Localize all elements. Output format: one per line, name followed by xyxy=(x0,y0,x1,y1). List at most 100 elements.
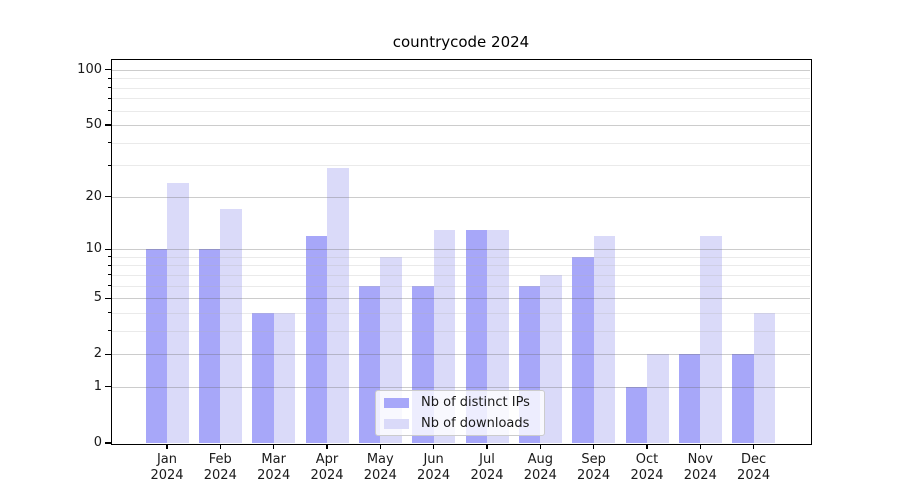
y-minor-tick-mark xyxy=(108,274,112,276)
gridline-minor xyxy=(112,98,810,100)
x-tick-month: Aug xyxy=(527,452,553,467)
legend-swatch-downloads xyxy=(384,418,409,429)
x-tick-label: Jun 2024 xyxy=(402,452,466,483)
bar-downloads-nov xyxy=(700,235,722,443)
x-tick-label: Aug 2024 xyxy=(508,452,572,483)
x-tick-mark xyxy=(699,444,701,449)
x-tick-label: Oct 2024 xyxy=(615,452,679,483)
x-tick-label: Dec 2024 xyxy=(722,452,786,483)
x-tick-year: 2024 xyxy=(150,467,184,483)
y-minor-tick-mark xyxy=(108,110,112,112)
legend-label-distinct-ips: Nb of distinct IPs xyxy=(421,395,530,410)
bar-ips-oct xyxy=(625,386,647,443)
y-tick-label: 10 xyxy=(85,241,102,257)
x-tick-month: Jun xyxy=(423,452,444,467)
x-tick-label: Feb 2024 xyxy=(188,452,252,483)
bar-downloads-oct xyxy=(647,354,669,443)
x-tick-month: Nov xyxy=(687,452,713,467)
x-tick-mark xyxy=(326,444,328,449)
y-tick-label: 5 xyxy=(93,290,102,306)
y-tick-label: 100 xyxy=(77,61,102,77)
y-tick-label: 20 xyxy=(85,188,102,204)
bar-ips-jan xyxy=(145,249,167,443)
x-tick-month: Jul xyxy=(479,452,495,467)
x-tick-mark xyxy=(433,444,435,449)
gridline-minor xyxy=(112,142,810,144)
x-tick-mark xyxy=(646,444,648,449)
y-tick-label: 0 xyxy=(93,435,102,450)
bar-ips-apr xyxy=(305,235,327,443)
gridline-minor xyxy=(112,87,810,89)
x-tick-mark xyxy=(539,444,541,449)
bar-ips-feb xyxy=(198,249,221,443)
x-tick-label: Apr 2024 xyxy=(295,452,359,483)
y-tick-mark xyxy=(105,386,112,388)
x-tick-year: 2024 xyxy=(630,467,664,483)
x-tick-year: 2024 xyxy=(577,467,611,483)
gridline-minor xyxy=(112,110,810,112)
y-tick-mark xyxy=(105,196,112,198)
y-tick-mark xyxy=(105,248,112,250)
bar-downloads-sep xyxy=(593,235,616,443)
y-minor-tick-mark xyxy=(108,164,112,166)
y-minor-tick-mark xyxy=(108,312,112,314)
x-tick-month: Oct xyxy=(635,452,659,467)
y-minor-tick-mark xyxy=(108,97,112,99)
x-tick-month: May xyxy=(366,452,394,467)
legend-item-distinct-ips: Nb of distinct IPs xyxy=(384,393,536,412)
x-tick-year: 2024 xyxy=(203,467,237,483)
y-minor-tick-mark xyxy=(108,142,112,144)
y-tick-mark xyxy=(105,353,112,355)
legend-swatch-ips xyxy=(384,397,409,408)
legend-item-downloads: Nb of downloads xyxy=(384,414,536,433)
y-tick-mark xyxy=(105,69,112,71)
x-tick-mark xyxy=(593,444,595,449)
x-tick-mark xyxy=(166,444,168,449)
plot-area xyxy=(112,60,810,443)
x-tick-label: Sep 2024 xyxy=(562,452,626,483)
x-tick-month: Apr xyxy=(315,452,339,467)
x-tick-year: 2024 xyxy=(683,467,717,483)
y-minor-tick-mark xyxy=(108,264,112,266)
x-tick-month: Jan xyxy=(156,452,178,467)
x-tick-year: 2024 xyxy=(417,467,451,483)
x-tick-mark xyxy=(486,444,488,449)
gridline-major xyxy=(112,196,810,198)
x-tick-year: 2024 xyxy=(737,467,771,483)
x-tick-month: Mar xyxy=(261,452,286,467)
legend-label-downloads: Nb of downloads xyxy=(421,416,530,431)
x-tick-mark xyxy=(219,444,221,449)
x-tick-mark xyxy=(753,444,755,449)
bar-ips-may xyxy=(358,285,381,443)
x-tick-label: Jul 2024 xyxy=(455,452,519,483)
chart-title: countrycode 2024 xyxy=(392,33,530,51)
bar-ips-dec xyxy=(732,354,754,443)
y-tick-label: 50 xyxy=(85,117,102,132)
bar-downloads-jan xyxy=(167,182,189,443)
x-tick-mark xyxy=(379,444,381,449)
bar-ips-sep xyxy=(572,256,594,443)
x-tick-label: Nov 2024 xyxy=(668,452,732,483)
y-tick-label: 2 xyxy=(93,346,102,362)
gridline-minor xyxy=(112,78,810,80)
y-tick-mark xyxy=(105,124,112,126)
y-tick-mark xyxy=(105,442,112,444)
x-tick-year: 2024 xyxy=(257,467,291,483)
y-minor-tick-mark xyxy=(108,77,112,79)
bar-ips-jul xyxy=(465,229,487,443)
gridline-minor xyxy=(112,165,810,167)
x-tick-year: 2024 xyxy=(523,467,557,483)
bar-ips-nov xyxy=(678,354,701,443)
legend: Nb of distinct IPs Nb of downloads xyxy=(375,390,545,436)
x-tick-year: 2024 xyxy=(363,467,397,483)
y-minor-tick-mark xyxy=(108,330,112,332)
x-tick-label: Jan 2024 xyxy=(135,452,199,483)
y-tick-mark xyxy=(105,297,112,299)
x-tick-mark xyxy=(273,444,275,449)
bar-ips-mar xyxy=(252,312,274,443)
x-tick-month: Dec xyxy=(741,452,767,467)
bar-downloads-mar xyxy=(273,312,296,443)
x-tick-year: 2024 xyxy=(310,467,344,483)
x-tick-month: Sep xyxy=(581,452,606,467)
